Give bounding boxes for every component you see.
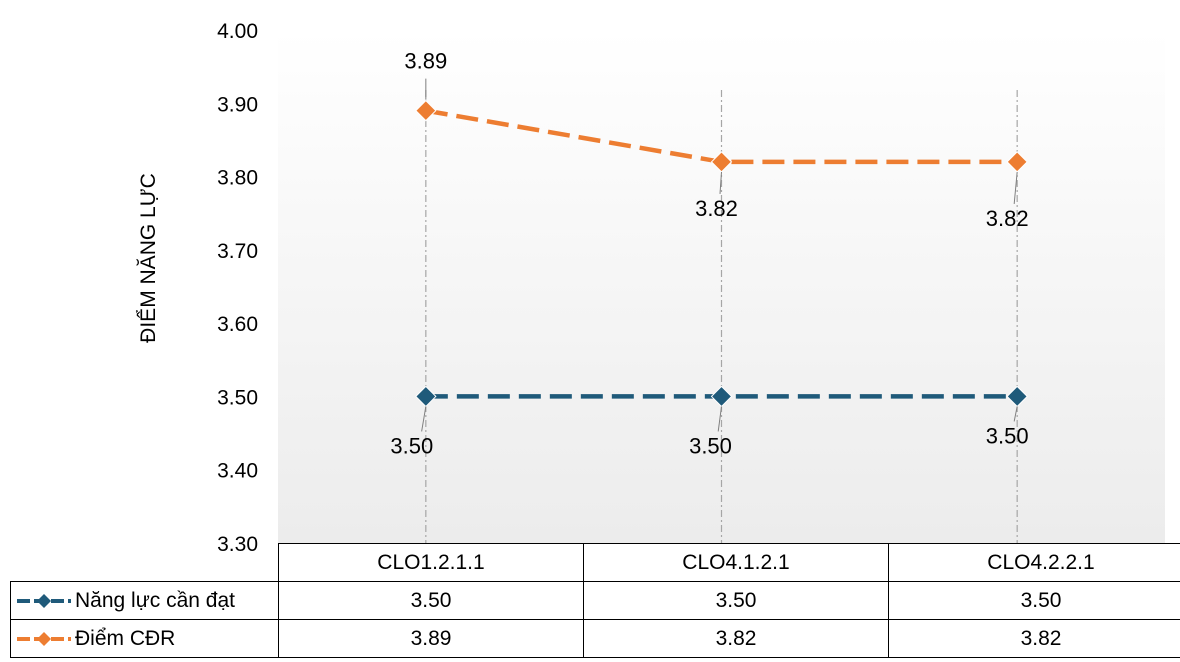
label-leader-line	[421, 406, 427, 432]
table-row-series-0: Năng lực cần đạt 3.50 3.50 3.50	[10, 581, 1180, 620]
table-cell: 3.50	[888, 581, 1180, 620]
legend-key-diamond-icon	[17, 593, 71, 608]
y-tick-label: 3.70	[217, 240, 258, 263]
category-cell: CLO4.1.2.1	[583, 543, 889, 582]
category-cell: CLO4.2.2.1	[888, 543, 1180, 582]
data-label: 3.82	[986, 206, 1029, 231]
table-cell: 3.82	[583, 619, 889, 658]
table-row-series-1: Điểm CĐR 3.89 3.82 3.82	[10, 619, 1180, 658]
legend-entry: Năng lực cần đạt	[10, 581, 279, 620]
table-header-row: CLO1.2.1.1 CLO4.1.2.1 CLO4.2.2.1	[10, 543, 1180, 582]
legend-entry: Điểm CĐR	[10, 619, 279, 658]
data-label: 3.89	[404, 49, 447, 74]
y-tick-label: 3.90	[217, 93, 258, 116]
data-point-marker	[415, 99, 437, 122]
legend-key-diamond-icon	[17, 631, 71, 646]
y-tick-label: 3.50	[217, 386, 258, 409]
label-leader-line	[719, 171, 722, 194]
data-labels: 3.50 3.50 3.50 3.89 3.82 3.82	[390, 49, 1028, 459]
y-tick-label: 3.80	[217, 167, 258, 190]
data-label: 3.50	[689, 433, 732, 458]
table-corner	[10, 543, 279, 582]
label-leader-line	[1013, 406, 1018, 422]
table-cell: 3.50	[583, 581, 889, 620]
legend-label: Điểm CĐR	[75, 626, 176, 650]
legend-label: Năng lực cần đạt	[75, 588, 235, 612]
table-cell: 3.82	[888, 619, 1180, 658]
table-cell: 3.50	[278, 581, 584, 620]
label-leader-line	[717, 406, 722, 432]
table-cell: 3.89	[278, 619, 584, 658]
data-table: CLO1.2.1.1 CLO4.1.2.1 CLO4.2.2.1 Năng lự…	[10, 543, 1180, 658]
data-label: 3.50	[390, 433, 433, 458]
y-axis: 3.303.403.503.603.703.803.904.00	[217, 20, 258, 556]
y-tick-label: 4.00	[217, 20, 258, 43]
category-cell: CLO1.2.1.1	[278, 543, 584, 582]
y-tick-label: 3.40	[217, 460, 258, 483]
y-tick-label: 3.60	[217, 313, 258, 336]
data-label: 3.50	[986, 423, 1029, 448]
data-label: 3.82	[695, 196, 738, 221]
label-leader-line	[1013, 171, 1018, 204]
y-axis-title: ĐIỂM NĂNG LỰC	[137, 173, 160, 343]
series-layer	[415, 99, 1028, 408]
